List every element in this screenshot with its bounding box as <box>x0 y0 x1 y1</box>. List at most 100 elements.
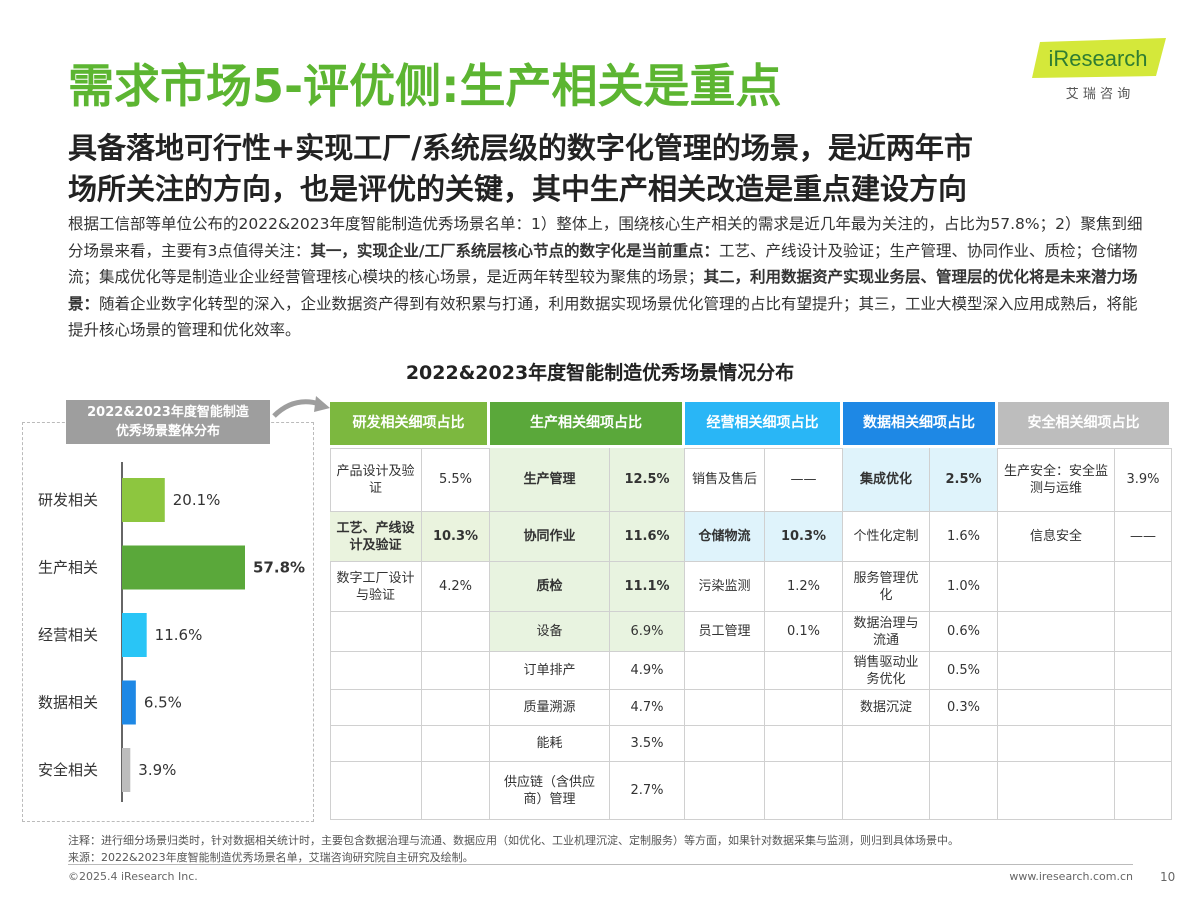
cell-value: 3.9% <box>1115 448 1172 512</box>
empty-cell <box>765 690 843 726</box>
empty-cell <box>1115 562 1172 612</box>
cell-value: 12.5% <box>610 448 685 512</box>
cell-name: 协同作业 <box>490 512 610 562</box>
empty-cell <box>685 726 765 762</box>
cell-name: 生产管理 <box>490 448 610 512</box>
column-header: 经营相关细项占比 <box>685 402 843 448</box>
bar <box>122 613 147 657</box>
empty-cell <box>1115 652 1172 690</box>
chart-title-line: 2022&2023年度智能制造 <box>87 405 249 420</box>
arrow <box>272 396 330 418</box>
value-label: 11.6% <box>155 626 203 644</box>
empty-cell <box>330 726 422 762</box>
empty-cell <box>1115 762 1172 820</box>
url: www.iresearch.com.cn <box>1009 870 1133 883</box>
subtitle-line: 具备落地可行性+实现工厂/系统层级的数字化管理的场景，是近两年市 <box>68 131 973 165</box>
cell-value: 1.0% <box>930 562 998 612</box>
cell-value: 2.5% <box>930 448 998 512</box>
page-number: 10 <box>1160 870 1176 884</box>
empty-cell <box>685 762 765 820</box>
table-frame <box>330 448 1172 820</box>
empty-cell <box>685 690 765 726</box>
column-header: 数据相关细项占比 <box>843 402 998 448</box>
cell-value: 0.5% <box>930 652 998 690</box>
cell-name: 污染监测 <box>685 562 765 612</box>
cell-value: 2.7% <box>610 762 685 820</box>
body-segment: 随着企业数字化转型的深入，企业数据资产得到有效积累与打通，利用数据实现场景优化管… <box>68 294 1138 340</box>
cell-name: 生产安全：安全监测与运维 <box>998 448 1115 512</box>
cell-value: 1.6% <box>930 512 998 562</box>
footer-rule <box>68 864 1133 865</box>
cell-value: —— <box>765 448 843 512</box>
bar <box>122 478 165 522</box>
cell-name: 数据沉淀 <box>843 690 930 726</box>
cell-value: 11.6% <box>610 512 685 562</box>
cell-name: 能耗 <box>490 726 610 762</box>
cell-value: 4.7% <box>610 690 685 726</box>
empty-cell <box>930 726 998 762</box>
empty-cell <box>422 690 490 726</box>
cell-name: 产品设计及验证 <box>330 448 422 512</box>
title: 需求市场5-评优侧:生产相关是重点 <box>68 59 782 113</box>
body-segment: 工艺、产线设计及验证；生产管理、协同作业、质检；仓储物流；集成优化等是制造业企业… <box>68 241 1138 287</box>
cell-name: 集成优化 <box>843 448 930 512</box>
logo-cn: 艾 瑞 咨 询 <box>1066 87 1130 102</box>
source: 来源：2022&2023年度智能制造优秀场景名单，艾瑞咨询研究院自主研究及绘制。 <box>68 851 474 864</box>
logo-badge <box>1032 38 1166 78</box>
note: 注释：进行细分场景归类时，针对数据相关统计时，主要包含数据治理与流通、数据应用（… <box>68 834 959 847</box>
category-label: 安全相关 <box>38 761 98 779</box>
empty-cell <box>422 652 490 690</box>
empty-cell <box>330 652 422 690</box>
value-label: 20.1% <box>173 491 221 509</box>
body-segment: 其二，利用数据资产实现业务层、管理层的优化将是未来潜力场景： <box>68 268 1138 313</box>
empty-cell <box>422 726 490 762</box>
cell-name: 设备 <box>490 612 610 652</box>
cell-name: 销售及售后 <box>685 448 765 512</box>
cell-value: 5.5% <box>422 448 490 512</box>
cell-name: 服务管理优化 <box>843 562 930 612</box>
cell-value: 11.1% <box>610 562 685 612</box>
bar <box>122 680 136 725</box>
empty-cell <box>1115 690 1172 726</box>
column-header: 安全相关细项占比 <box>998 402 1172 448</box>
empty-cell <box>998 652 1115 690</box>
chart-title: 2022&2023年度智能制造 优秀场景整体分布 <box>66 400 270 444</box>
cell-name: 仓储物流 <box>685 512 765 562</box>
category-label: 经营相关 <box>38 626 98 644</box>
cell-name: 销售驱动业务优化 <box>843 652 930 690</box>
column-header: 生产相关细项占比 <box>490 402 685 448</box>
empty-cell <box>1115 726 1172 762</box>
column-header: 研发相关细项占比 <box>330 402 490 448</box>
empty-cell <box>330 690 422 726</box>
cell-value: 0.3% <box>930 690 998 726</box>
empty-cell <box>765 762 843 820</box>
table-title: 2022&2023年度智能制造优秀场景情况分布 <box>405 362 795 384</box>
bar <box>122 748 131 792</box>
cell-value: 10.3% <box>765 512 843 562</box>
cell-value: 3.5% <box>610 726 685 762</box>
empty-cell <box>998 612 1115 652</box>
copyright: ©2025.4 iResearch Inc. <box>68 870 198 883</box>
cell-name: 数据治理与流通 <box>843 612 930 652</box>
value-label: 3.9% <box>138 761 176 779</box>
category-label: 生产相关 <box>38 559 98 577</box>
cell-value: 6.9% <box>610 612 685 652</box>
empty-cell <box>765 652 843 690</box>
chart-title-line: 优秀场景整体分布 <box>115 424 220 439</box>
cell-value: 4.2% <box>422 562 490 612</box>
cell-value: —— <box>1115 512 1172 562</box>
cell-name: 工艺、产线设计及验证 <box>330 512 422 562</box>
arrow-head <box>314 396 330 412</box>
cell-name: 员工管理 <box>685 612 765 652</box>
logo: iResearch 艾 瑞 咨 询 <box>1032 38 1166 102</box>
empty-cell <box>998 726 1115 762</box>
value-label: 6.5% <box>144 694 182 712</box>
bar <box>122 545 245 590</box>
value-label: 57.8% <box>253 559 305 577</box>
empty-cell <box>765 726 843 762</box>
empty-cell <box>930 762 998 820</box>
empty-cell <box>998 562 1115 612</box>
body-segment: 其一，实现企业/工厂系统层核心节点的数字化是当前重点： <box>310 241 720 260</box>
cell-value: 10.3% <box>422 512 490 562</box>
empty-cell <box>998 762 1115 820</box>
